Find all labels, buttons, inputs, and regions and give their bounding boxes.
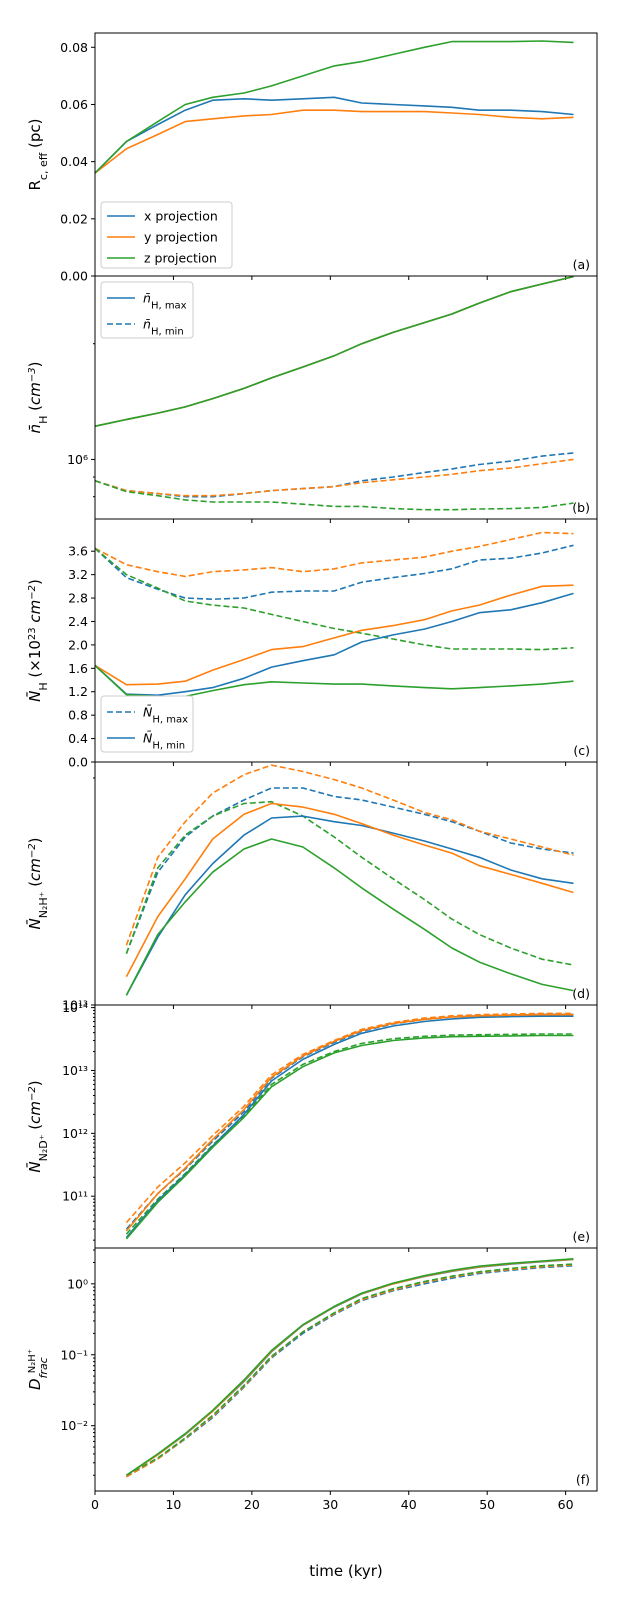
y-tick-label: 10¹⁴	[62, 1000, 88, 1015]
series-line-n-h-max-z	[95, 276, 574, 427]
series-line-n-h-min-y	[95, 458, 574, 497]
y-tick-label: 10¹²	[62, 1126, 88, 1141]
series-line-n-h-min-z	[95, 664, 574, 698]
legend-entry: n̄H, min	[143, 317, 184, 338]
legend-entry: N̄H, max	[143, 705, 188, 726]
series-line-min-y	[125, 1258, 574, 1476]
series-line-min-x	[125, 1258, 574, 1476]
y-axis-label: N̄H (×1023 cm−2)	[25, 579, 49, 702]
y-axis-label: N̄N₂D⁺ (cm−2)	[25, 1080, 49, 1172]
y-axis-label: Rc, eff (pc)	[26, 118, 50, 190]
panel-tag: (a)	[573, 257, 590, 272]
series-line-max-z	[126, 1263, 574, 1477]
panel-tag: (d)	[572, 986, 590, 1001]
y-tick-label: 10¹³	[62, 1063, 88, 1078]
y-tick-label: 0.04	[60, 154, 88, 169]
legend-entry: z projection	[144, 251, 217, 266]
y-tick-label: 0.00	[60, 269, 88, 284]
panel-1: 0.00 0.02 0.04 0.06 0.08 Rc, eff (pc) (a) x pro…	[26, 32, 598, 284]
series-line-max-z	[125, 1033, 574, 1235]
series-line-n-h-max-z	[95, 547, 574, 651]
series-line-min-z	[125, 1258, 574, 1476]
y-tick-label: 1.2	[68, 684, 88, 699]
y-tick-label: 0.06	[60, 97, 88, 112]
y-tick-label: 10⁻¹	[60, 1347, 88, 1362]
series-line-max-x	[126, 1264, 574, 1478]
series-line-n-h-max-y	[95, 531, 574, 578]
y-axis-label: DfracN₂H⁺	[26, 1349, 50, 1390]
series-line-max-y	[125, 764, 574, 946]
y-axis-label: n̄H (cm−3)	[26, 362, 50, 434]
panel-tag: (f)	[576, 1472, 590, 1487]
series-line-z-projection	[95, 40, 574, 174]
y-tick-label: 10⁶	[67, 452, 88, 467]
y-tick-label: 0.0	[68, 755, 88, 770]
y-tick-label: 0.4	[68, 731, 88, 746]
legend-entry: x projection	[144, 209, 218, 224]
x-tick-label: 40	[401, 1497, 417, 1512]
x-tick-label: 20	[244, 1497, 260, 1512]
series-line-min-z	[125, 1034, 574, 1240]
panel-6: 0 10 20 30 40 50 60 10⁻² 10⁻¹ 10⁰ DfracN₂H⁺ (f)	[26, 1247, 598, 1512]
series-line-max-y	[125, 1012, 574, 1224]
y-tick-label: 1.6	[68, 661, 88, 676]
y-tick-label: 3.6	[68, 544, 88, 559]
series-line-n-h-min-y	[95, 584, 574, 686]
series-line-max-x	[125, 787, 574, 954]
x-tick-label: 30	[322, 1497, 338, 1512]
y-tick-label: 0.08	[60, 40, 88, 55]
legend: n̄H, max n̄H, min	[100, 281, 194, 339]
legend-frame	[100, 281, 194, 339]
x-tick-label: 60	[558, 1497, 574, 1512]
series-line-max-y	[126, 1264, 574, 1478]
panel-3: 0.0 0.4 0.8 1.2 1.6 2.0 2.4 2.8 3.2 3.6 N̄H (×1023…	[25, 518, 598, 770]
y-tick-label: 3.2	[68, 567, 88, 582]
legend-frame	[100, 201, 233, 269]
y-tick-label: 10¹³	[62, 998, 88, 1013]
y-tick-label: 2.0	[68, 637, 88, 652]
x-tick-label: 0	[91, 1497, 99, 1512]
series-line-y-projection	[95, 109, 574, 174]
y-tick-label: 10⁻²	[60, 1418, 88, 1433]
panel-tag: (b)	[572, 500, 590, 515]
series-line-max-z	[125, 800, 574, 966]
panel-2: 10⁶ n̄H (cm−3) (b) n̄H, max n̄H, min	[26, 275, 598, 523]
series-line-x-projection	[95, 96, 574, 174]
series-line-n-h-min-x	[95, 452, 574, 498]
series-line-max-x	[125, 1013, 574, 1230]
series-line-n-h-min-x	[95, 592, 574, 697]
y-tick-label: 2.4	[68, 614, 88, 629]
panel-4: 10¹³ N̄N₂H⁺ (cm−2) (d)	[25, 761, 598, 1013]
x-tick-label: 50	[479, 1497, 495, 1512]
y-tick-label: 2.8	[68, 591, 88, 606]
x-axis-label: time (kyr)	[309, 1562, 383, 1580]
y-tick-label: 0.8	[68, 708, 88, 723]
panel-tag: (c)	[573, 743, 590, 758]
legend-entry: n̄H, max	[143, 291, 187, 312]
series-line-n-h-min-z	[95, 480, 574, 511]
legend: x projection y projection z projection	[100, 201, 233, 269]
series-line-min-z	[125, 838, 574, 996]
y-axis-label: N̄N₂H⁺ (cm−2)	[25, 837, 49, 929]
panel-tag: (e)	[573, 1229, 590, 1244]
legend-entry: N̄H, min	[143, 731, 185, 752]
panel-frame	[94, 1247, 598, 1492]
series-line-n-h-max-x	[95, 544, 574, 601]
series-line-min-x	[125, 1015, 574, 1239]
series-line-min-y	[125, 802, 574, 978]
series-line-min-x	[125, 815, 574, 996]
x-tick-label: 10	[165, 1497, 181, 1512]
y-tick-label: 0.02	[60, 211, 88, 226]
y-tick-label: 10¹¹	[62, 1189, 88, 1204]
legend-entry: y projection	[144, 230, 218, 245]
panel-frame	[94, 1004, 598, 1249]
y-tick-label: 10⁰	[67, 1276, 88, 1291]
series-line-min-y	[125, 1013, 574, 1232]
legend: N̄H, max N̄H, min	[100, 695, 194, 753]
